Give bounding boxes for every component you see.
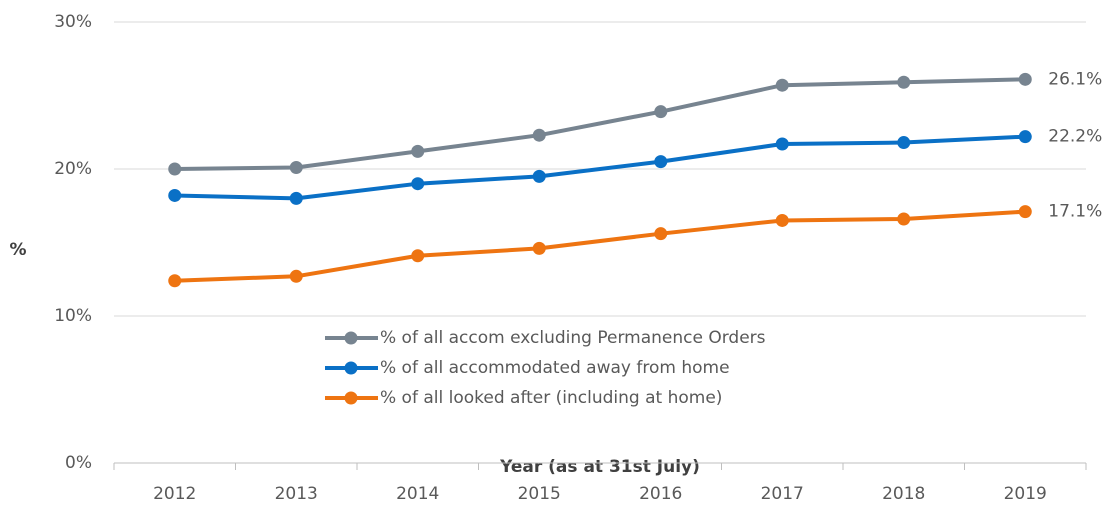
legend-marker xyxy=(344,391,358,405)
y-tick-label: 30% xyxy=(54,12,92,32)
data-label: 22.2% xyxy=(1048,127,1102,147)
legend-label: % of all accommodated away from home xyxy=(380,358,730,378)
x-tick-label: 2013 xyxy=(275,484,318,504)
y-tick-label: 0% xyxy=(65,453,92,473)
x-tick-label: 2017 xyxy=(761,484,804,504)
data-label: 26.1% xyxy=(1048,69,1102,89)
data-point xyxy=(411,249,425,263)
data-point xyxy=(532,128,546,142)
y-tick-label: 20% xyxy=(54,159,92,179)
data-point xyxy=(775,213,789,227)
data-point xyxy=(411,144,425,158)
data-point xyxy=(775,78,789,92)
data-point xyxy=(897,75,911,89)
data-label: 17.1% xyxy=(1048,202,1102,222)
data-point xyxy=(897,212,911,226)
y-axis-title: % xyxy=(9,240,26,260)
data-point xyxy=(654,227,668,241)
x-tick-label: 2014 xyxy=(396,484,439,504)
data-point xyxy=(168,188,182,202)
data-point xyxy=(1018,72,1032,86)
x-tick-label: 2019 xyxy=(1004,484,1047,504)
data-point xyxy=(897,136,911,150)
data-point xyxy=(654,155,668,169)
series-line xyxy=(174,134,1026,201)
x-tick-label: 2016 xyxy=(639,484,682,504)
data-point xyxy=(532,241,546,255)
legend-label: % of all looked after (including at home… xyxy=(380,388,722,408)
data-point xyxy=(1018,130,1032,144)
data-point xyxy=(654,105,668,119)
x-tick-label: 2015 xyxy=(518,484,561,504)
y-tick-label: 10% xyxy=(54,306,92,326)
data-point xyxy=(775,137,789,151)
x-tick-label: 2012 xyxy=(153,484,196,504)
x-tick-label: 2018 xyxy=(882,484,925,504)
legend-marker xyxy=(344,331,358,345)
data-point xyxy=(289,269,303,283)
data-point xyxy=(168,162,182,176)
legend-marker xyxy=(344,361,358,375)
data-point xyxy=(168,274,182,288)
series-line xyxy=(174,209,1026,283)
data-point xyxy=(1018,205,1032,219)
data-point xyxy=(411,177,425,191)
legend-label: % of all accom excluding Permanence Orde… xyxy=(380,328,766,348)
data-point xyxy=(289,161,303,175)
data-point xyxy=(532,169,546,183)
data-point xyxy=(289,191,303,205)
series-line xyxy=(174,77,1026,171)
